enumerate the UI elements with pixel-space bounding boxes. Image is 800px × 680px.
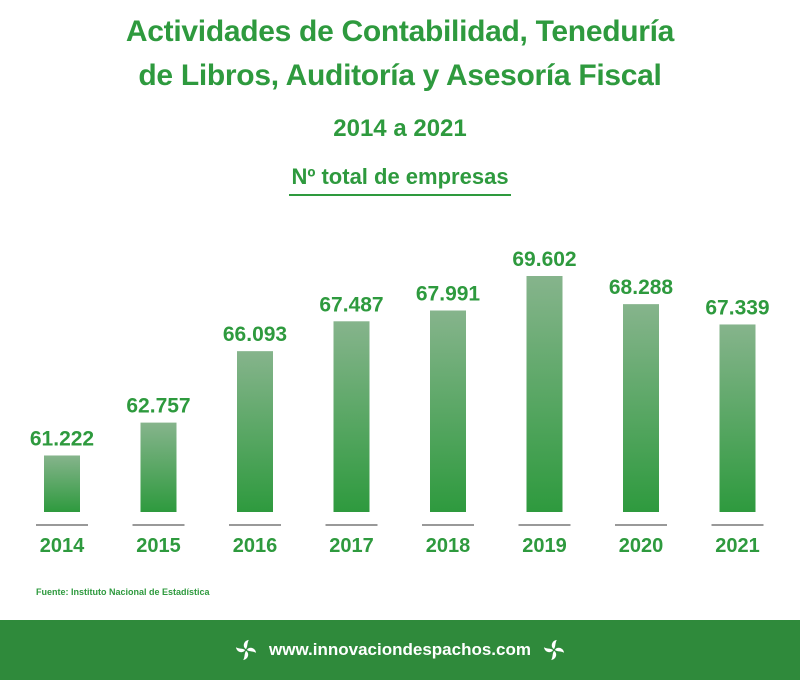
value-label-2016: 66.093 bbox=[223, 323, 287, 346]
bar-2014 bbox=[44, 455, 80, 512]
bar-chart: 61.222 2014 62.757 2015 66.093 2016 67.487 2017… bbox=[30, 248, 770, 557]
category-label-2021: 2021 bbox=[715, 535, 760, 557]
chart-title: Actividades de Contabilidad, Teneduría d… bbox=[0, 10, 800, 98]
title-line-1: Actividades de Contabilidad, Teneduría bbox=[125, 15, 675, 48]
value-label-2015: 62.757 bbox=[126, 395, 190, 418]
category-label-2018: 2018 bbox=[426, 535, 471, 557]
value-label-2018: 67.991 bbox=[416, 283, 481, 306]
value-label-2021: 67.339 bbox=[705, 296, 769, 319]
category-label-2017: 2017 bbox=[329, 535, 374, 557]
footer-url[interactable]: www.innovaciondespachos.com bbox=[269, 640, 531, 659]
pinwheel-logo-icon bbox=[543, 639, 565, 661]
measure-heading: Nº total de empresas bbox=[0, 162, 800, 196]
category-label-2020: 2020 bbox=[619, 535, 664, 557]
bar-2018 bbox=[430, 310, 466, 512]
pinwheel-logo-icon bbox=[235, 639, 257, 661]
footer-banner: www.innovaciondespachos.com bbox=[0, 620, 800, 680]
bar-2017 bbox=[333, 321, 370, 512]
bar-2021 bbox=[719, 324, 756, 512]
bar-2020 bbox=[623, 304, 659, 512]
measure-label: Nº total de empresas bbox=[289, 162, 511, 196]
source-note: Fuente: Instituto Nacional de Estadístic… bbox=[36, 587, 210, 597]
bar-2019 bbox=[526, 276, 563, 512]
value-label-2019: 69.602 bbox=[512, 248, 576, 271]
value-label-2017: 67.487 bbox=[319, 293, 383, 316]
category-label-2015: 2015 bbox=[136, 535, 181, 557]
value-label-2020: 68.288 bbox=[609, 276, 674, 299]
category-label-2014: 2014 bbox=[40, 535, 85, 557]
title-line-2: de Libros, Auditoría y Asesoría Fiscal bbox=[138, 59, 662, 92]
value-label-2014: 61.222 bbox=[30, 427, 94, 450]
category-label-2016: 2016 bbox=[233, 535, 278, 557]
period-subtitle: 2014 a 2021 bbox=[333, 115, 467, 142]
bar-2016 bbox=[237, 351, 273, 512]
category-label-2019: 2019 bbox=[522, 535, 567, 557]
bar-2015 bbox=[140, 422, 177, 512]
